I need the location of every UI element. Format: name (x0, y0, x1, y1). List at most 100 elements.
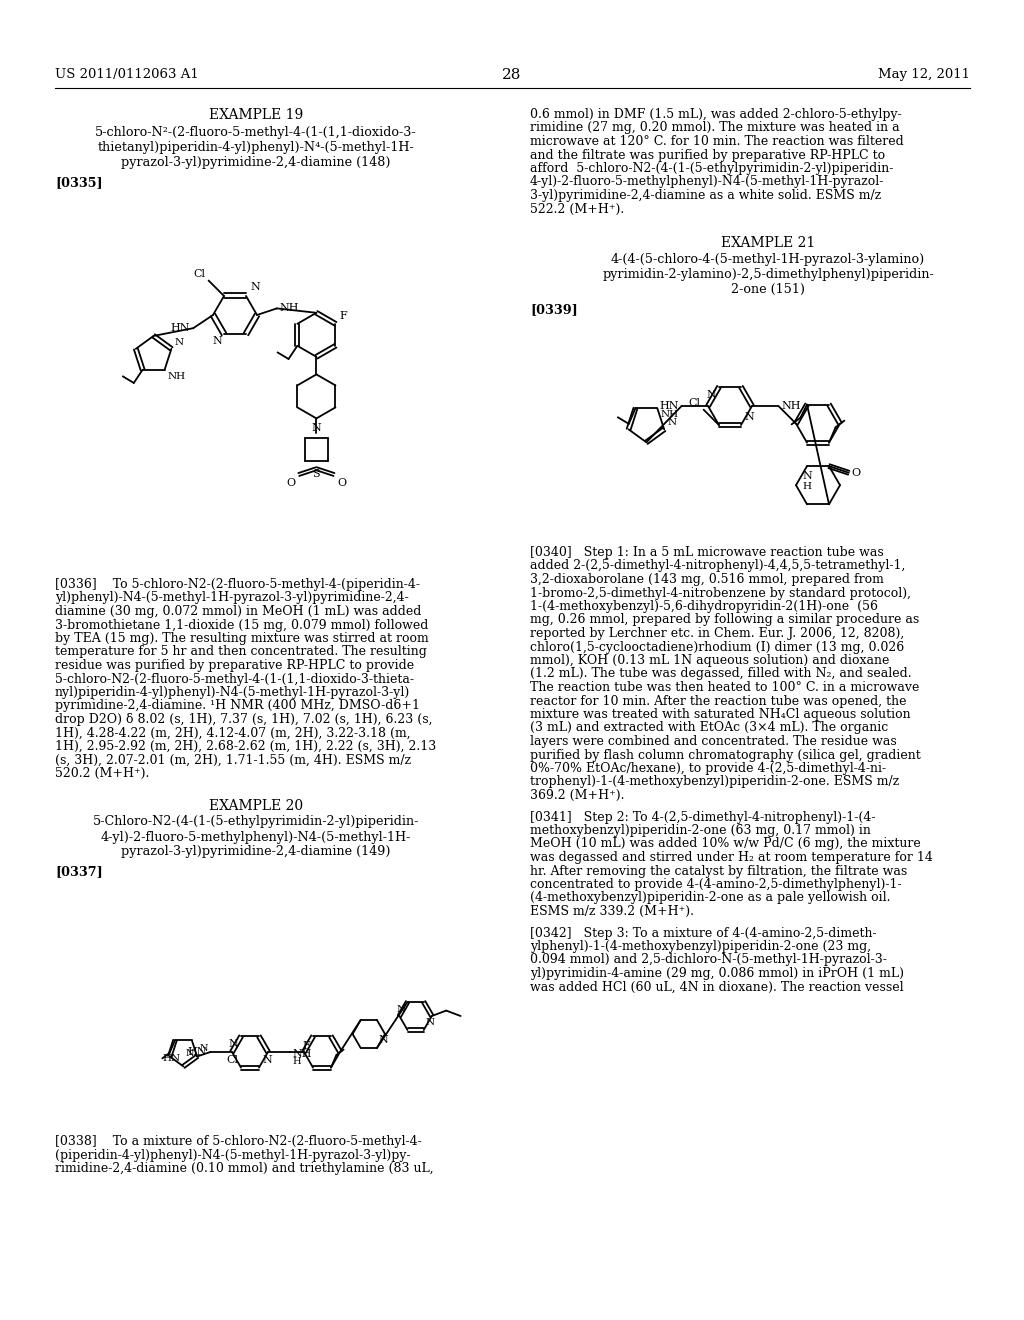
Text: N: N (379, 1035, 389, 1045)
Text: EXAMPLE 19: EXAMPLE 19 (209, 108, 303, 121)
Text: ylphenyl)-1-(4-methoxybenzyl)piperidin-2-one (23 mg,: ylphenyl)-1-(4-methoxybenzyl)piperidin-2… (530, 940, 871, 953)
Text: O: O (852, 467, 861, 478)
Text: mg, 0.26 mmol, prepared by following a similar procedure as: mg, 0.26 mmol, prepared by following a s… (530, 614, 920, 627)
Text: S: S (312, 469, 321, 479)
Text: yl)phenyl)-N4-(5-methyl-1H-pyrazol-3-yl)pyrimidine-2,4-: yl)phenyl)-N4-(5-methyl-1H-pyrazol-3-yl)… (55, 591, 409, 605)
Text: rimidine (27 mg, 0.20 mmol). The mixture was heated in a: rimidine (27 mg, 0.20 mmol). The mixture… (530, 121, 900, 135)
Text: by TEA (15 mg). The resulting mixture was stirred at room: by TEA (15 mg). The resulting mixture wa… (55, 632, 429, 645)
Text: 1H), 4.28-4.22 (m, 2H), 4.12-4.07 (m, 2H), 3.22-3.18 (m,: 1H), 4.28-4.22 (m, 2H), 4.12-4.07 (m, 2H… (55, 726, 411, 739)
Text: chloro(1,5-cyclooctadiene)rhodium (I) dimer (13 mg, 0.026: chloro(1,5-cyclooctadiene)rhodium (I) di… (530, 640, 904, 653)
Text: [0342]   Step 3: To a mixture of 4-(4-amino-2,5-dimeth-: [0342] Step 3: To a mixture of 4-(4-amin… (530, 927, 877, 940)
Text: NH: NH (280, 304, 299, 313)
Text: NH: NH (293, 1049, 312, 1059)
Text: HN: HN (171, 323, 190, 333)
Text: 5-Chloro-N2-(4-(1-(5-ethylpyrimidin-2-yl)piperidin-: 5-Chloro-N2-(4-(1-(5-ethylpyrimidin-2-yl… (93, 816, 419, 829)
Text: 4-yl)-2-fluoro-5-methylphenyl)-N4-(5-methyl-1H-: 4-yl)-2-fluoro-5-methylphenyl)-N4-(5-met… (100, 830, 412, 843)
Text: hr. After removing the catalyst by filtration, the filtrate was: hr. After removing the catalyst by filtr… (530, 865, 907, 878)
Text: and the filtrate was purified by preparative RP-HPLC to: and the filtrate was purified by prepara… (530, 149, 885, 161)
Text: 0.6 mmol) in DMF (1.5 mL), was added 2-chloro-5-ethylpy-: 0.6 mmol) in DMF (1.5 mL), was added 2-c… (530, 108, 902, 121)
Text: N: N (707, 389, 716, 400)
Text: HN: HN (162, 1055, 180, 1064)
Text: diamine (30 mg, 0.072 mmol) in MeOH (1 mL) was added: diamine (30 mg, 0.072 mmol) in MeOH (1 m… (55, 605, 421, 618)
Text: O: O (287, 478, 296, 487)
Text: 0%-70% EtOAc/hexane), to provide 4-(2,5-dimethyl-4-ni-: 0%-70% EtOAc/hexane), to provide 4-(2,5-… (530, 762, 886, 775)
Text: pyrimidine-2,4-diamine. ¹H NMR (400 MHz, DMSO-d6+1: pyrimidine-2,4-diamine. ¹H NMR (400 MHz,… (55, 700, 420, 713)
Text: mixture was treated with saturated NH₄Cl aqueous solution: mixture was treated with saturated NH₄Cl… (530, 708, 910, 721)
Text: N: N (426, 1018, 435, 1027)
Text: methoxybenzyl)piperidin-2-one (63 mg, 0.17 mmol) in: methoxybenzyl)piperidin-2-one (63 mg, 0.… (530, 824, 870, 837)
Text: temperature for 5 hr and then concentrated. The resulting: temperature for 5 hr and then concentrat… (55, 645, 427, 659)
Text: H: H (803, 482, 811, 491)
Text: 3-bromothietane 1,1-dioxide (15 mg, 0.079 mmol) followed: 3-bromothietane 1,1-dioxide (15 mg, 0.07… (55, 619, 428, 631)
Text: N: N (802, 471, 812, 482)
Text: rimidine-2,4-diamine (0.10 mmol) and triethylamine (83 uL,: rimidine-2,4-diamine (0.10 mmol) and tri… (55, 1162, 433, 1175)
Text: drop D2O) δ 8.02 (s, 1H), 7.37 (s, 1H), 7.02 (s, 1H), 6.23 (s,: drop D2O) δ 8.02 (s, 1H), 7.37 (s, 1H), … (55, 713, 432, 726)
Text: layers were combined and concentrated. The residue was: layers were combined and concentrated. T… (530, 735, 897, 748)
Text: 0.094 mmol) and 2,5-dichloro-N-(5-methyl-1H-pyrazol-3-: 0.094 mmol) and 2,5-dichloro-N-(5-methyl… (530, 953, 887, 966)
Text: N: N (396, 1005, 406, 1014)
Text: N: N (228, 1039, 238, 1049)
Text: [0335]: [0335] (55, 176, 102, 189)
Text: thietanyl)piperidin-4-yl)phenyl)-N⁴-(5-methyl-1H-: thietanyl)piperidin-4-yl)phenyl)-N⁴-(5-m… (97, 141, 415, 154)
Text: (4-methoxybenzyl)piperidin-2-one as a pale yellowish oil.: (4-methoxybenzyl)piperidin-2-one as a pa… (530, 891, 891, 904)
Text: 4-yl)-2-fluoro-5-methylphenyl)-N4-(5-methyl-1H-pyrazol-: 4-yl)-2-fluoro-5-methylphenyl)-N4-(5-met… (530, 176, 885, 189)
Text: 5-chloro-N2-(2-fluoro-5-methyl-4-(1-(1,1-dioxido-3-thieta-: 5-chloro-N2-(2-fluoro-5-methyl-4-(1-(1,1… (55, 672, 414, 685)
Text: ESMS m/z 339.2 (M+H⁺).: ESMS m/z 339.2 (M+H⁺). (530, 906, 694, 917)
Text: The reaction tube was then heated to 100° C. in a microwave: The reaction tube was then heated to 100… (530, 681, 920, 694)
Text: [0339]: [0339] (530, 304, 578, 315)
Text: pyrazol-3-yl)pyrimidine-2,4-diamine (149): pyrazol-3-yl)pyrimidine-2,4-diamine (149… (121, 846, 391, 858)
Text: residue was purified by preparative RP-HPLC to provide: residue was purified by preparative RP-H… (55, 659, 414, 672)
Text: N: N (250, 282, 260, 292)
Text: 28: 28 (503, 69, 521, 82)
Text: N: N (212, 337, 222, 346)
Text: [0340]   Step 1: In a 5 mL microwave reaction tube was: [0340] Step 1: In a 5 mL microwave react… (530, 546, 884, 558)
Text: pyrazol-3-yl)pyrimidine-2,4-diamine (148): pyrazol-3-yl)pyrimidine-2,4-diamine (148… (121, 156, 391, 169)
Text: [0338]    To a mixture of 5-chloro-N2-(2-fluoro-5-methyl-4-: [0338] To a mixture of 5-chloro-N2-(2-fl… (55, 1135, 422, 1148)
Text: N: N (262, 1055, 271, 1065)
Text: NH: NH (168, 372, 185, 380)
Text: [0337]: [0337] (55, 866, 102, 879)
Text: was added HCl (60 uL, 4N in dioxane). The reaction vessel: was added HCl (60 uL, 4N in dioxane). Th… (530, 981, 903, 994)
Text: EXAMPLE 21: EXAMPLE 21 (721, 236, 815, 249)
Text: mmol), KOH (0.13 mL 1N aqueous solution) and dioxane: mmol), KOH (0.13 mL 1N aqueous solution)… (530, 653, 890, 667)
Text: EXAMPLE 20: EXAMPLE 20 (209, 799, 303, 813)
Text: N: N (199, 1044, 208, 1053)
Text: Cl: Cl (688, 397, 700, 408)
Text: 3,2-dioxaborolane (143 mg, 0.516 mmol, prepared from: 3,2-dioxaborolane (143 mg, 0.516 mmol, p… (530, 573, 884, 586)
Text: (1.2 mL). The tube was degassed, filled with N₂, and sealed.: (1.2 mL). The tube was degassed, filled … (530, 668, 911, 681)
Text: N: N (174, 338, 183, 347)
Text: was degassed and stirred under H₂ at room temperature for 14: was degassed and stirred under H₂ at roo… (530, 851, 933, 865)
Text: reported by Lerchner etc. in Chem. Eur. J. 2006, 12, 8208),: reported by Lerchner etc. in Chem. Eur. … (530, 627, 904, 640)
Text: (s, 3H), 2.07-2.01 (m, 2H), 1.71-1.55 (m, 4H). ESMS m/z: (s, 3H), 2.07-2.01 (m, 2H), 1.71-1.55 (m… (55, 754, 411, 767)
Text: May 12, 2011: May 12, 2011 (878, 69, 970, 81)
Text: (piperidin-4-yl)phenyl)-N4-(5-methyl-1H-pyrazol-3-yl)py-: (piperidin-4-yl)phenyl)-N4-(5-methyl-1H-… (55, 1148, 411, 1162)
Text: 520.2 (M+H⁺).: 520.2 (M+H⁺). (55, 767, 150, 780)
Text: pyrimidin-2-ylamino)-2,5-dimethylphenyl)piperidin-: pyrimidin-2-ylamino)-2,5-dimethylphenyl)… (602, 268, 934, 281)
Text: [0341]   Step 2: To 4-(2,5-dimethyl-4-nitrophenyl)-1-(4-: [0341] Step 2: To 4-(2,5-dimethyl-4-nitr… (530, 810, 876, 824)
Text: yl)pyrimidin-4-amine (29 mg, 0.086 mmol) in iPrOH (1 mL): yl)pyrimidin-4-amine (29 mg, 0.086 mmol)… (530, 968, 904, 979)
Text: 1-(4-methoxybenzyl)-5,6-dihydropyridin-2(1H)-one  (56: 1-(4-methoxybenzyl)-5,6-dihydropyridin-2… (530, 601, 878, 612)
Text: reactor for 10 min. After the reaction tube was opened, the: reactor for 10 min. After the reaction t… (530, 694, 906, 708)
Text: NH: NH (660, 411, 679, 420)
Text: F: F (339, 310, 347, 321)
Text: HN: HN (187, 1047, 208, 1057)
Text: microwave at 120° C. for 10 min. The reaction was filtered: microwave at 120° C. for 10 min. The rea… (530, 135, 904, 148)
Text: (3 mL) and extracted with EtOAc (3×4 mL). The organic: (3 mL) and extracted with EtOAc (3×4 mL)… (530, 722, 888, 734)
Text: F: F (302, 1041, 310, 1052)
Text: 3-yl)pyrimidine-2,4-diamine as a white solid. ESMS m/z: 3-yl)pyrimidine-2,4-diamine as a white s… (530, 189, 882, 202)
Text: Cl: Cl (194, 268, 206, 279)
Text: NH: NH (781, 401, 801, 411)
Text: [0336]    To 5-chloro-N2-(2-fluoro-5-methyl-4-(piperidin-4-: [0336] To 5-chloro-N2-(2-fluoro-5-methyl… (55, 578, 420, 591)
Text: 5-chloro-N²-(2-fluoro-5-methyl-4-(1-(1,1-dioxido-3-: 5-chloro-N²-(2-fluoro-5-methyl-4-(1-(1,1… (95, 125, 417, 139)
Text: O: O (337, 478, 346, 487)
Text: 2-one (151): 2-one (151) (731, 282, 805, 296)
Text: HN: HN (659, 401, 679, 411)
Text: 522.2 (M+H⁺).: 522.2 (M+H⁺). (530, 202, 625, 215)
Text: N: N (186, 1049, 195, 1059)
Text: 369.2 (M+H⁺).: 369.2 (M+H⁺). (530, 789, 625, 803)
Text: H: H (293, 1057, 301, 1067)
Text: Cl: Cl (226, 1055, 238, 1065)
Text: 1H), 2.95-2.92 (m, 2H), 2.68-2.62 (m, 1H), 2.22 (s, 3H), 2.13: 1H), 2.95-2.92 (m, 2H), 2.68-2.62 (m, 1H… (55, 741, 436, 752)
Text: 1-bromo-2,5-dimethyl-4-nitrobenzene by standard protocol),: 1-bromo-2,5-dimethyl-4-nitrobenzene by s… (530, 586, 911, 599)
Text: US 2011/0112063 A1: US 2011/0112063 A1 (55, 69, 199, 81)
